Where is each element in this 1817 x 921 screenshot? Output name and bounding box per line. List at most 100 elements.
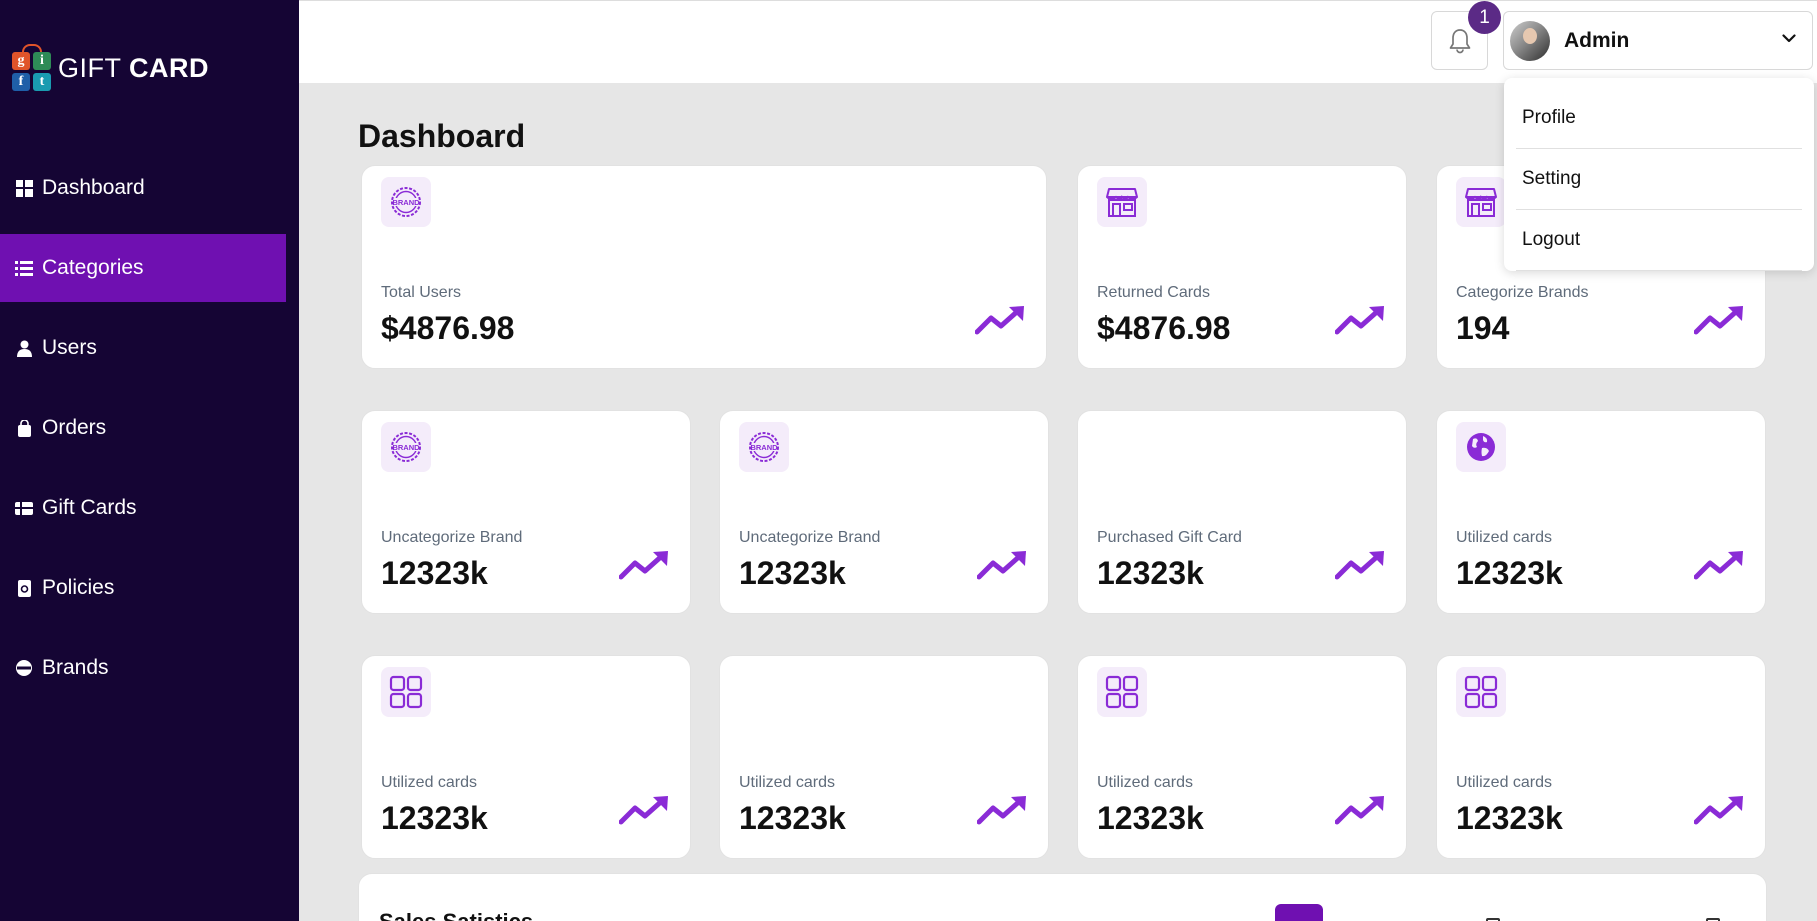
sidebar-item-label: Users: [42, 336, 97, 359]
trend-up-icon: [1334, 304, 1387, 341]
stat-label: Utilized cards: [1097, 774, 1194, 791]
avatar: [1510, 20, 1550, 61]
trend-up-icon: [976, 549, 1029, 586]
user-name: Admin: [1564, 28, 1630, 52]
stat-label: Purchased Gift Card: [1097, 529, 1242, 546]
apps-grid-icon: [381, 667, 431, 717]
stat-value: 12323k: [381, 555, 488, 591]
stat-card[interactable]: BRAND Uncategorize Brand 12323k: [361, 410, 691, 614]
sidebar-item-label: Policies: [42, 576, 115, 599]
sidebar-item-orders[interactable]: Orders: [0, 394, 286, 462]
menu-item-logout[interactable]: Logout: [1516, 210, 1802, 271]
sidebar-item-label: Brands: [42, 656, 109, 679]
trend-up-icon: [1334, 549, 1387, 586]
logo-text: GIFT CARD: [58, 52, 210, 83]
list-icon: [15, 259, 33, 277]
top-bar: 1 Admin: [299, 0, 1817, 83]
stat-value: 12323k: [381, 800, 488, 836]
svg-text:BRAND: BRAND: [392, 443, 420, 452]
calendar-icon[interactable]: [1486, 918, 1500, 921]
stat-value: 12323k: [739, 555, 846, 591]
calendar-icon[interactable]: [1706, 918, 1720, 921]
user-dropdown-menu: Profile Setting Logout: [1504, 78, 1814, 271]
grid-icon: [15, 179, 33, 197]
sidebar-item-categories[interactable]: Categories: [0, 234, 286, 302]
user-icon: [15, 339, 33, 357]
stat-card[interactable]: Utilized cards 12323k: [361, 655, 691, 859]
sales-title: Sales Satistics: [379, 909, 533, 921]
calendar-button[interactable]: [1275, 904, 1323, 921]
stat-label: Utilized cards: [739, 774, 836, 791]
sidebar-item-brands[interactable]: Brands: [0, 634, 286, 702]
notification-badge: 1: [1468, 1, 1501, 34]
stat-label: Utilized cards: [1456, 529, 1553, 546]
stat-value: $4876.98: [381, 310, 515, 346]
stat-card[interactable]: Utilized cards 12323k: [1436, 410, 1766, 614]
stat-value: $4876.98: [1097, 310, 1231, 346]
trend-up-icon: [618, 794, 671, 831]
page-title: Dashboard: [358, 118, 526, 154]
trend-up-icon: [618, 549, 671, 586]
stat-label: Uncategorize Brand: [381, 529, 523, 546]
store-icon: [1456, 177, 1506, 227]
stat-value: 194: [1456, 310, 1510, 346]
sidebar-item-users[interactable]: Users: [0, 314, 286, 382]
sidebar-item-label: Dashboard: [42, 176, 145, 199]
stat-label: Total Users: [381, 284, 462, 301]
svg-text:BRAND: BRAND: [392, 198, 420, 207]
brand-badge-icon: BRAND: [381, 422, 431, 472]
sidebar-nav: Dashboard Categories Users Orders Gift C…: [0, 154, 286, 714]
trend-up-icon: [1693, 304, 1746, 341]
sidebar-item-dashboard[interactable]: Dashboard: [0, 154, 286, 222]
bag-icon: [15, 419, 33, 437]
menu-item-profile[interactable]: Profile: [1516, 88, 1802, 149]
bell-icon: [1449, 28, 1470, 53]
stat-card[interactable]: Returned Cards $4876.98: [1077, 165, 1407, 369]
logo[interactable]: g i f t GIFT CARD: [12, 44, 209, 92]
chevron-down-icon: [1782, 34, 1796, 43]
apps-grid-icon: [1097, 667, 1147, 717]
user-menu-toggle[interactable]: Admin: [1503, 11, 1813, 70]
sidebar: g i f t GIFT CARD Dashboard Categories U…: [0, 0, 299, 921]
stat-label: Categorize Brands: [1456, 284, 1589, 301]
store-icon: [1097, 177, 1147, 227]
sidebar-item-policies[interactable]: Policies: [0, 554, 286, 622]
stat-value: 12323k: [1456, 800, 1563, 836]
globe-icon: [1456, 422, 1506, 472]
brand-icon: [15, 659, 33, 677]
trend-up-icon: [1693, 794, 1746, 831]
stat-card[interactable]: BRAND Uncategorize Brand 12323k: [719, 410, 1049, 614]
stat-label: Utilized cards: [1456, 774, 1553, 791]
sidebar-item-label: Categories: [42, 256, 144, 279]
stat-card[interactable]: Utilized cards 12323k: [1436, 655, 1766, 859]
sidebar-item-gift-cards[interactable]: Gift Cards: [0, 474, 286, 542]
trend-up-icon: [1334, 794, 1387, 831]
stat-card[interactable]: Purchased Gift Card 12323k: [1077, 410, 1407, 614]
brand-badge-icon: BRAND: [739, 422, 789, 472]
stat-label: Uncategorize Brand: [739, 529, 881, 546]
date-input-start[interactable]: · · · ·: [1372, 916, 1416, 921]
gift-card-icon: [15, 499, 33, 517]
stat-card[interactable]: Utilized cards 12323k: [719, 655, 1049, 859]
sidebar-item-label: Orders: [42, 416, 107, 439]
brand-badge-icon: BRAND: [381, 177, 431, 227]
stat-card[interactable]: Utilized cards 12323k: [1077, 655, 1407, 859]
policy-icon: [15, 579, 33, 597]
trend-up-icon: [974, 304, 1027, 341]
stat-label: Returned Cards: [1097, 284, 1210, 301]
stat-value: 12323k: [1097, 555, 1204, 591]
stat-value: 12323k: [1097, 800, 1204, 836]
sales-statistics-panel: Sales Satistics · · · · · · · ·: [358, 873, 1767, 921]
apps-grid-icon: [1456, 667, 1506, 717]
menu-item-setting[interactable]: Setting: [1516, 149, 1802, 210]
stat-card[interactable]: BRAND Total Users $4876.98: [361, 165, 1047, 369]
trend-up-icon: [1693, 549, 1746, 586]
trend-up-icon: [976, 794, 1029, 831]
stat-value: 12323k: [739, 800, 846, 836]
sidebar-item-label: Gift Cards: [42, 496, 137, 519]
svg-text:BRAND: BRAND: [750, 443, 778, 452]
stat-value: 12323k: [1456, 555, 1563, 591]
logo-mark-icon: g i f t: [12, 44, 52, 92]
stat-label: Utilized cards: [381, 774, 478, 791]
date-input-end[interactable]: · · · ·: [1592, 916, 1636, 921]
